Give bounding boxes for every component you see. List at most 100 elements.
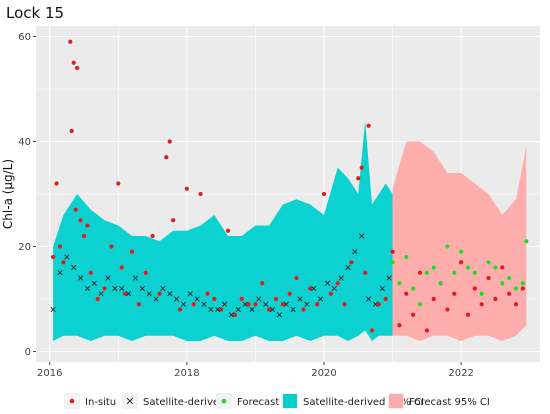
in-situ-point — [119, 265, 124, 270]
in-situ-point — [164, 155, 169, 160]
in-situ-point — [78, 218, 83, 223]
satellite-derived-point — [386, 275, 392, 281]
forecast-point — [459, 249, 464, 254]
in-situ-point — [500, 265, 505, 270]
in-situ-point — [513, 302, 519, 307]
legend-key-cross — [126, 397, 134, 405]
legend-label: Forecast — [237, 397, 279, 408]
confidence-bands — [53, 120, 527, 341]
satellite-derived-point — [187, 291, 193, 297]
in-situ-point — [507, 291, 512, 296]
in-situ-point — [273, 296, 279, 302]
in-situ-point — [71, 60, 76, 65]
forecast-point — [445, 244, 450, 249]
in-situ-point — [445, 307, 450, 312]
in-situ-point — [404, 291, 409, 296]
satellite-derived-point — [194, 296, 200, 302]
in-situ-point — [335, 281, 340, 286]
in-situ-point — [143, 270, 148, 275]
forecast-point — [486, 260, 491, 265]
chart-title: Lock 15 — [6, 4, 64, 22]
in-situ-point — [363, 270, 368, 275]
satellite-derived-point — [345, 264, 351, 271]
forecast-point — [520, 281, 525, 286]
satellite-derived-point — [331, 285, 337, 292]
satellite-derived-point — [208, 306, 214, 313]
forecast-point — [465, 265, 471, 270]
in-situ-point — [61, 260, 66, 265]
in-situ-point — [69, 128, 74, 134]
in-situ-point — [239, 296, 244, 302]
in-situ-point — [246, 302, 251, 307]
in-situ-point — [328, 291, 333, 296]
in-situ-point — [376, 302, 381, 307]
in-situ-point — [253, 302, 258, 307]
satellite-derived-point — [139, 285, 145, 292]
satellite-derived-point — [276, 312, 283, 318]
legend-item-satellite-derived: Satellite-derived — [122, 393, 225, 409]
forecast-point — [493, 265, 498, 270]
in-situ-point — [205, 291, 210, 296]
in-situ-point — [287, 291, 292, 296]
in-situ-point — [459, 260, 464, 265]
satellite-derived-point — [153, 296, 159, 302]
satellite-derived-point — [132, 275, 139, 281]
in-situ-point — [212, 296, 217, 302]
satellite-derived-point — [167, 291, 173, 297]
forecast-point — [404, 254, 409, 260]
in-situ-point — [359, 165, 364, 170]
in-situ-point — [129, 249, 135, 254]
in-situ-point — [167, 139, 172, 144]
legend-label: Forecast 95% CI — [409, 397, 490, 408]
in-situ-point — [184, 186, 189, 191]
forecast-point — [524, 239, 529, 244]
satellite-derived-point — [352, 249, 358, 255]
legend-key-point — [69, 398, 75, 404]
in-situ-point — [85, 223, 90, 228]
satellite-derived-point — [242, 301, 248, 307]
forecast-point — [417, 302, 423, 307]
satellite-derived-point — [180, 301, 187, 307]
in-situ-point — [225, 228, 231, 233]
in-situ-point — [479, 302, 484, 307]
satellite-derived-point — [173, 296, 180, 302]
satellite-derived-point — [228, 312, 235, 318]
satellite-derived-point — [317, 296, 324, 302]
in-situ-point — [75, 65, 80, 71]
y-tick-label: 60 — [18, 32, 31, 43]
in-situ-point — [191, 302, 196, 307]
in-situ-point — [397, 323, 402, 328]
satellite-derived-point — [146, 291, 152, 297]
in-situ-point — [294, 275, 299, 281]
satellite-derived-point — [256, 296, 262, 302]
satellite-derived-point — [64, 254, 70, 260]
satellite-derived-point — [311, 285, 317, 292]
legend-key-point — [221, 398, 227, 404]
x-axis-ticks: 2016 2018 2020 2022 — [37, 362, 474, 379]
in-situ-point — [54, 181, 59, 186]
in-situ-point — [198, 191, 203, 197]
legend-key-band — [283, 394, 297, 408]
satellite-derived-point — [50, 306, 56, 313]
satellite-derived-point — [365, 296, 372, 302]
in-situ-point — [315, 302, 320, 307]
in-situ-point — [520, 286, 525, 291]
forecast-point — [390, 260, 395, 265]
in-situ-point — [51, 254, 56, 260]
in-situ-point — [308, 286, 313, 291]
in-situ-point — [452, 291, 457, 296]
in-situ-point — [73, 207, 78, 212]
in-situ-point — [349, 260, 354, 265]
x-tick-label: 2020 — [311, 368, 336, 379]
in-situ-point — [472, 286, 477, 291]
band-forecast-95-ci — [392, 141, 527, 341]
y-tick-label: 20 — [18, 242, 31, 253]
in-situ-point — [157, 291, 162, 296]
legend-item-satellite-derived-95-ci: Satellite-derived 95% CI — [282, 393, 424, 409]
satellite-derived-point — [98, 291, 104, 297]
in-situ-point — [356, 176, 361, 181]
in-situ-point — [486, 275, 491, 281]
satellite-derived-point — [359, 233, 365, 239]
legend: In-situ Satellite-derived Forecast Satellit… — [64, 393, 490, 409]
in-situ-point — [171, 218, 176, 223]
